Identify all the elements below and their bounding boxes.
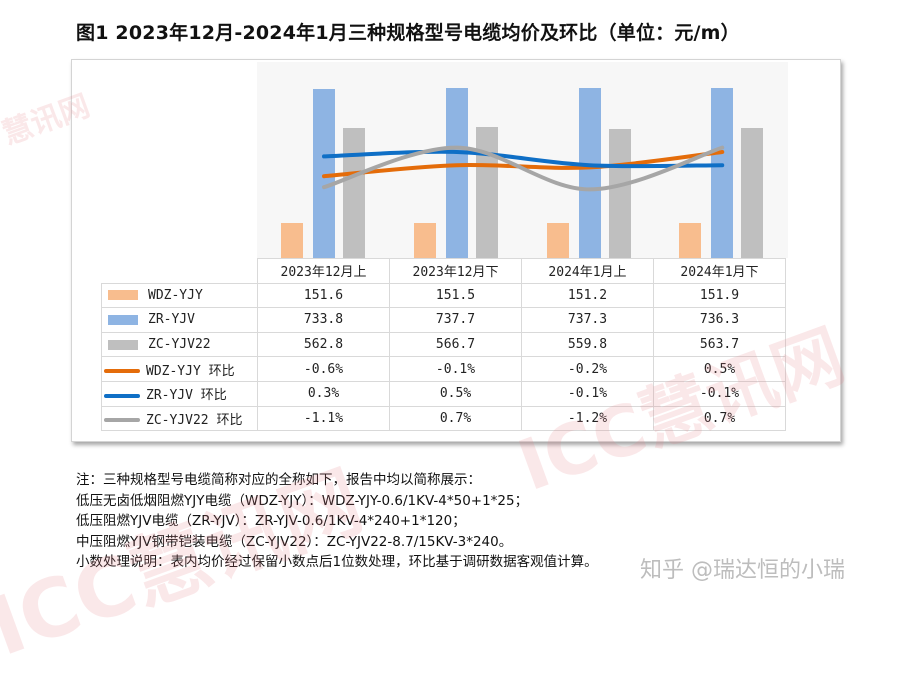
table-cell: -0.1% [653,380,786,407]
series-name: WDZ-YJY [148,287,203,303]
table-header-row: 2023年12月上 2023年12月下 2024年1月上 2024年1月下 [101,258,786,284]
category-header: 2023年12月下 [389,258,522,284]
table-cell: -0.1% [521,380,654,407]
table-cell: -1.2% [521,405,654,432]
line-zr-yjv-mom [322,149,725,169]
bar-wdz-yjy [679,222,702,258]
table-cell: 736.3 [653,307,786,333]
table-cell: 737.3 [521,307,654,333]
watermark-zhihu: 知乎 @瑞达恒的小瑞 [640,558,845,583]
table-cell: 0.3% [257,380,390,407]
series-name: ZC-YJV22 环比 [146,412,243,428]
bar-zc-yjv22 [343,128,365,258]
plot-area [257,62,788,258]
note-line: 低压无卤低烟阻燃YJY电缆（WDZ-YJY）：WDZ-YJY-0.6/1KV-4… [76,492,529,509]
series-legend-cell: ZC-YJV22 环比 [101,405,258,432]
table-cell: 562.8 [257,331,390,358]
bar-wdz-yjy [281,223,303,258]
bar-zc-yjv22 [475,127,498,258]
notes-block: 注：三种规格型号电缆简称对应的全称如下，报告中均以简称展示： 低压无卤低烟阻燃Y… [76,470,598,573]
series-legend-cell: WDZ-YJY [101,282,258,309]
legend-swatch-bar-icon [108,290,138,301]
mom-lines [322,145,725,192]
bar-zr-yjv [313,88,335,258]
table-cell: 737.7 [389,307,522,333]
category-header: 2024年1月下 [653,258,786,284]
table-row: WDZ-YJY 151.6 151.5 151.2 151.9 [101,282,786,309]
series-name: ZR-YJV [148,312,195,328]
table-row: WDZ-YJY 环比 -0.6% -0.1% -0.2% 0.5% [101,356,786,382]
data-table: 2023年12月上 2023年12月下 2024年1月上 2024年1月下 WD… [101,258,786,432]
series-name: ZR-YJV 环比 [146,388,227,404]
table-row: ZC-YJV22 562.8 566.7 559.8 563.7 [101,331,786,358]
table-cell: 566.7 [389,331,522,358]
table-cell: 559.8 [521,331,654,358]
table-cell: 0.5% [389,380,522,407]
bar-wdz-yjy [546,223,569,258]
series-legend-cell: ZR-YJV 环比 [101,380,258,407]
table-cell: 0.7% [389,405,522,432]
chart-title: 图1 2023年12月-2024年1月三种规格型号电缆均价及环比（单位：元/m） [76,22,740,44]
note-line: 中压阻燃YJV钢带铠装电缆（ZC-YJV22）：ZC-YJV22-8.7/15K… [76,533,513,550]
legend-swatch-line-icon [104,369,140,374]
table-row: ZR-YJV 733.8 737.7 737.3 736.3 [101,307,786,333]
bar-zc-yjv22 [608,128,631,258]
table-cell: 0.5% [653,356,786,382]
table-cell: -0.6% [257,356,390,382]
note-line: 低压阻燃YJV电缆（ZR-YJV）：ZR-YJV-0.6/1KV-4*240+1… [76,513,466,529]
bar-zr-yjv [578,87,601,258]
series-legend-cell: ZC-YJV22 [101,331,258,358]
note-line: 小数处理说明：表内均价经过保留小数点后1位数处理，环比基于调研数据客观值计算。 [76,554,598,570]
table-cell: 0.7% [653,405,786,432]
legend-swatch-bar-icon [108,314,138,325]
table-row: ZR-YJV 环比 0.3% 0.5% -0.1% -0.1% [101,380,786,407]
series-name: ZC-YJV22 [148,337,211,353]
bar-zr-yjv [711,88,734,258]
series-legend-cell: ZR-YJV [101,307,258,333]
table-cell: 151.9 [653,282,786,309]
series-name: WDZ-YJY 环比 [146,363,235,379]
table-cell: -1.1% [257,405,390,432]
bar-zc-yjv22 [741,127,764,258]
bar-zr-yjv [445,87,468,258]
table-cell: 151.2 [521,282,654,309]
table-cell: 733.8 [257,307,390,333]
category-header: 2024年1月上 [521,258,654,284]
note-line: 注：三种规格型号电缆简称对应的全称如下，报告中均以简称展示： [76,472,481,488]
table-row: ZC-YJV22 环比 -1.1% 0.7% -1.2% 0.7% [101,405,786,432]
table-cell: -0.1% [389,356,522,382]
bar-wdz-yjy [413,223,436,258]
table-cell: 151.6 [257,282,390,309]
legend-swatch-line-icon [104,418,140,423]
table-cell: 151.5 [389,282,522,309]
legend-swatch-bar-icon [108,339,138,350]
legend-swatch-line-icon [104,393,140,398]
category-header: 2023年12月上 [257,258,390,284]
series-legend-cell: WDZ-YJY 环比 [101,356,258,382]
table-cell: -0.2% [521,356,654,382]
table-cell: 563.7 [653,331,786,358]
line-zc-yjv22-mom [322,145,725,192]
